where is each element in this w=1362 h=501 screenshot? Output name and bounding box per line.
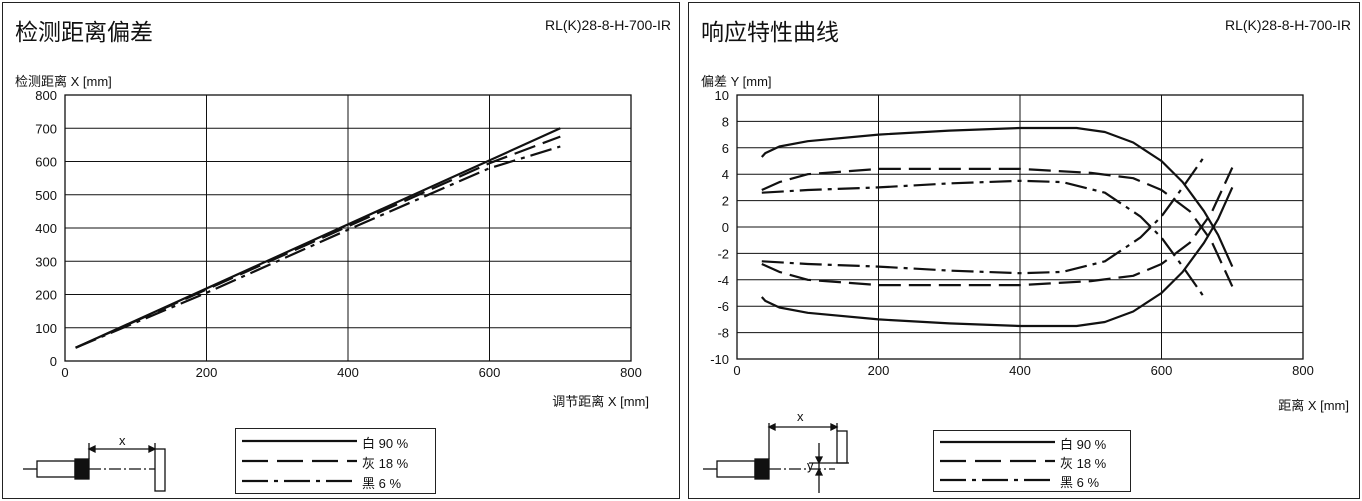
right-series-dashdot-4 xyxy=(761,179,1205,298)
right-series-solid-1 xyxy=(760,186,1234,328)
right-chart-title: 响应特性曲线 xyxy=(701,20,839,46)
legend-item-black: 黑 6 % xyxy=(242,473,432,491)
left-x-tick-label: 600 xyxy=(479,365,501,380)
right-series-solid-0 xyxy=(760,126,1234,268)
legend-item-white: 白 90 % xyxy=(940,434,1128,452)
left-sensor-diagram: x xyxy=(23,433,166,492)
legend-label: 白 90 % xyxy=(362,436,409,451)
legend-item-grey: 灰 18 % xyxy=(940,453,1128,471)
right-diagram-x-label: x xyxy=(797,409,804,424)
right-x-axis-label: 距离 X [mm] xyxy=(1278,398,1349,413)
left-y-tick-label: 0 xyxy=(50,354,57,369)
left-series-dash-1 xyxy=(75,135,561,349)
right-plot-frame xyxy=(736,94,1304,360)
target-reflector-icon xyxy=(154,448,166,492)
right-y-tick-label: 0 xyxy=(722,220,729,235)
left-y-tick-label: 400 xyxy=(35,221,57,236)
left-chart-panel: 检测距离偏差 RL(K)28-8-H-700-IR 检测距离 X [mm] 调节… xyxy=(2,2,680,499)
right-x-tick-label: 800 xyxy=(1292,363,1314,378)
left-legend: 白 90 % 灰 18 % 黑 6 % xyxy=(235,428,436,494)
left-y-tick-label: 500 xyxy=(35,188,57,203)
left-chart-svg: 0 200 400 600 800 0 100 200 300 400 500 600 700 800 xyxy=(35,88,642,380)
legend-label: 灰 18 % xyxy=(362,456,409,471)
legend-label: 黑 6 % xyxy=(362,476,402,491)
legend-item-grey: 灰 18 % xyxy=(242,453,432,471)
sensor-head-icon xyxy=(74,458,90,480)
right-y-tick-label: 2 xyxy=(722,194,729,209)
right-model-label: RL(K)28-8-H-700-IR xyxy=(1224,17,1351,33)
target-reflector-icon xyxy=(836,430,848,464)
right-chart-panel: 响应特性曲线 RL(K)28-8-H-700-IR 偏差 Y [mm] 距离 X… xyxy=(688,2,1360,499)
right-y-tick-label: -2 xyxy=(717,246,729,261)
left-x-tick-label: 400 xyxy=(337,365,359,380)
right-y-tick-label: -8 xyxy=(717,326,729,341)
left-model-label: RL(K)28-8-H-700-IR xyxy=(544,17,671,33)
legend-label: 黑 6 % xyxy=(1060,475,1100,490)
left-y-tick-label: 700 xyxy=(35,121,57,136)
left-y-tick-label: 300 xyxy=(35,254,57,269)
left-y-tick-label: 600 xyxy=(35,155,57,170)
right-y-tick-label: 6 xyxy=(722,141,729,156)
right-legend: 白 90 % 灰 18 % 黑 6 % xyxy=(933,430,1131,492)
right-y-tick-label: -4 xyxy=(717,273,729,288)
sensor-body-icon xyxy=(36,460,76,478)
left-plot-frame xyxy=(64,94,632,362)
right-x-tick-label: 600 xyxy=(1151,363,1173,378)
right-x-tick-label: 0 xyxy=(733,363,740,378)
left-x-tick-label: 800 xyxy=(620,365,642,380)
left-y-tick-label: 200 xyxy=(35,288,57,303)
right-y-tick-label: 10 xyxy=(715,88,729,103)
left-chart-title: 检测距离偏差 xyxy=(15,20,153,46)
right-series-dashdot-5 xyxy=(761,156,1205,275)
right-y-tick-label: 4 xyxy=(722,167,729,182)
left-x-axis-label: 调节距离 X [mm] xyxy=(552,394,649,409)
right-sensor-diagram: x y xyxy=(703,409,849,493)
left-x-tick-label: 200 xyxy=(196,365,218,380)
left-series-solid-0 xyxy=(75,127,561,349)
right-series-dash-3 xyxy=(761,167,1234,287)
right-x-tick-label: 200 xyxy=(868,363,890,378)
left-y-axis-label: 检测距离 X [mm] xyxy=(15,74,112,89)
right-y-tick-label: 8 xyxy=(722,114,729,129)
right-y-axis-label: 偏差 Y [mm] xyxy=(701,74,772,89)
legend-item-white: 白 90 % xyxy=(242,433,432,451)
legend-item-black: 黑 6 % xyxy=(940,472,1128,490)
right-series-dash-2 xyxy=(761,167,1234,287)
legend-label: 白 90 % xyxy=(1060,437,1107,452)
left-series-dashdot-2 xyxy=(75,145,561,349)
right-x-tick-label: 400 xyxy=(1009,363,1031,378)
sensor-head-icon xyxy=(754,458,770,480)
left-x-tick-label: 0 xyxy=(61,365,68,380)
left-diagram-x-label: x xyxy=(119,433,126,448)
right-y-tick-label: -10 xyxy=(710,352,729,367)
left-y-tick-label: 100 xyxy=(35,321,57,336)
legend-label: 灰 18 % xyxy=(1060,456,1107,471)
right-diagram-y-label: y xyxy=(807,458,814,473)
right-chart-svg: 0 200 400 600 800 -10 -8 -6 -4 -2 0 2 4 6 8 10 xyxy=(710,88,1314,378)
sensor-body-icon xyxy=(716,460,756,478)
right-y-tick-label: -6 xyxy=(717,299,729,314)
left-y-tick-label: 800 xyxy=(35,88,57,103)
